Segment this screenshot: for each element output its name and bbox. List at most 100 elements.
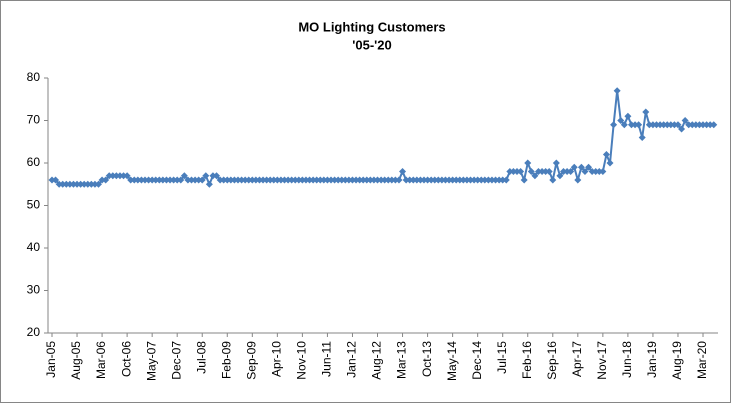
data-point [298, 176, 306, 184]
data-point [248, 176, 256, 184]
data-point [416, 176, 424, 184]
data-point [227, 176, 235, 184]
data-point [434, 176, 442, 184]
data-point [549, 176, 557, 184]
x-tick-label: Jan-05 [44, 341, 58, 378]
data-point [420, 176, 428, 184]
data-point [281, 176, 289, 184]
data-point [73, 180, 81, 188]
data-point [87, 180, 95, 188]
data-point [670, 121, 678, 129]
x-tick-label: Dec-07 [169, 341, 183, 380]
x-tick-label: Dec-14 [470, 341, 484, 380]
data-point [567, 168, 575, 175]
data-point [320, 176, 328, 184]
data-point [334, 176, 342, 184]
x-tick-label: Mar-13 [395, 341, 409, 379]
data-point [495, 176, 503, 184]
data-point [538, 168, 546, 175]
data-point [59, 180, 67, 188]
data-point [388, 176, 396, 184]
data-point [581, 168, 589, 175]
data-point [620, 121, 628, 129]
data-point [402, 176, 410, 184]
x-tick-label: Nov-10 [295, 341, 309, 380]
data-point [255, 176, 263, 184]
x-tick-label: Oct-13 [420, 341, 434, 377]
data-point [624, 112, 632, 120]
data-point [230, 176, 238, 184]
data-point [531, 172, 539, 180]
data-point [363, 176, 371, 184]
x-tick-label: Jul-15 [495, 341, 509, 374]
data-point [656, 121, 664, 129]
data-point [524, 159, 532, 167]
x-tick-label: Jan-19 [645, 341, 659, 378]
data-point [585, 163, 593, 171]
data-point [198, 176, 206, 184]
data-point [509, 168, 517, 175]
data-point [452, 176, 460, 184]
data-point [653, 121, 661, 129]
data-point [102, 176, 110, 184]
x-tick-label: Mar-06 [94, 341, 108, 379]
data-point [520, 176, 528, 184]
data-point [209, 172, 217, 180]
data-point [123, 172, 131, 180]
data-point [502, 176, 510, 184]
data-point [313, 176, 321, 184]
y-tick-label: 20 [27, 325, 41, 339]
data-point [69, 180, 77, 188]
data-point [678, 125, 686, 133]
data-point [98, 176, 106, 184]
data-point [381, 176, 389, 184]
data-point [234, 176, 242, 184]
data-point [391, 176, 399, 184]
data-point [112, 172, 120, 180]
data-point [155, 176, 163, 184]
data-point [162, 176, 170, 184]
data-point [55, 180, 63, 188]
data-point [513, 168, 521, 175]
data-point [173, 176, 181, 184]
data-point [699, 121, 707, 129]
data-point [277, 176, 285, 184]
data-point [309, 176, 317, 184]
data-point [449, 176, 457, 184]
data-point [202, 172, 210, 180]
data-point [606, 159, 614, 167]
data-point [470, 176, 478, 184]
data-point [610, 121, 618, 129]
data-point [238, 176, 246, 184]
data-point [366, 176, 374, 184]
data-point [323, 176, 331, 184]
data-point [177, 176, 185, 184]
data-point [692, 121, 700, 129]
data-point [159, 176, 167, 184]
data-point [570, 163, 578, 171]
data-point [291, 176, 299, 184]
data-point [52, 176, 60, 184]
chart-title: MO Lighting Customers [298, 19, 445, 34]
data-point [145, 176, 153, 184]
data-point [577, 163, 585, 171]
data-point [431, 176, 439, 184]
data-point [663, 121, 671, 129]
data-point [223, 176, 231, 184]
data-point [184, 176, 192, 184]
chart-subtitle: '05-'20 [352, 37, 391, 52]
data-point [703, 121, 711, 129]
data-point [120, 172, 128, 180]
data-point [95, 180, 103, 188]
data-point [484, 176, 492, 184]
x-tick-label: Apr-17 [570, 341, 584, 377]
data-point [270, 176, 278, 184]
data-point [152, 176, 160, 184]
data-point [302, 176, 310, 184]
data-point [477, 176, 485, 184]
data-point [220, 176, 228, 184]
data-point [595, 168, 603, 175]
data-point [327, 176, 335, 184]
data-point [660, 121, 668, 129]
data-point [467, 176, 475, 184]
